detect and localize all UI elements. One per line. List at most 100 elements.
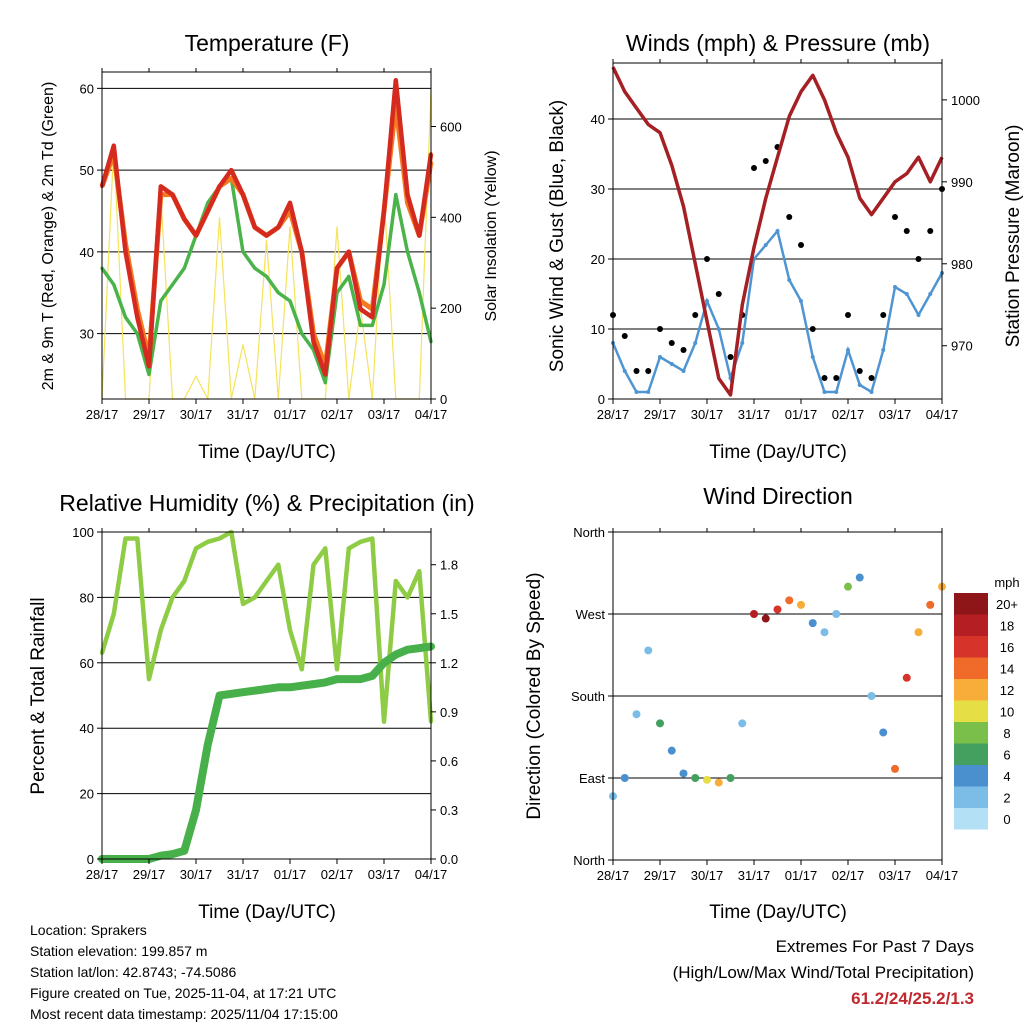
direction-point [820,628,829,637]
colorbar-label: 16 [1000,640,1014,655]
wind-gust-point [915,256,922,262]
humidity-title: Relative Humidity (%) & Precipitation (i… [59,490,474,516]
wind-gust-point [786,214,793,220]
dewpoint-point [323,381,327,385]
wind-gust-point [880,312,887,318]
temp-2m-point [182,217,186,221]
dewpoint-point [170,282,175,287]
wind-speed-point [681,369,686,373]
rainfall-point [216,692,223,699]
y-tick-label: West [576,607,606,622]
winds-x-label: Time (Day/UTC) [709,442,847,463]
y-tick-label: North [573,525,605,540]
direction-x-label: Time (Day/UTC) [709,902,847,923]
wind-gust-point [668,340,675,346]
x-tick-label: 03/17 [879,868,912,883]
x-tick-label: 04/17 [926,868,959,883]
info-recent: Most recent data timestamp: 2025/11/04 1… [30,1006,338,1022]
wind-speed-point [857,383,862,387]
y2-tick-label: 600 [440,120,462,135]
wind-gust-point [633,368,640,374]
humidity-plot-frame [101,531,432,860]
direction-point [656,719,664,728]
temp-2m-point [241,193,245,197]
humidity-point [358,539,363,544]
x-tick-label: 28/17 [597,868,630,883]
y-tick-label: 10 [591,322,605,337]
colorbar-label: 8 [1003,726,1010,741]
dewpoint-point [182,266,186,270]
y2-tick-label: 1.5 [440,607,458,622]
colorbar-label: 6 [1003,747,1010,762]
wind-gust-point [868,375,875,381]
extremes-box: Extremes For Past 7 Days (High/Low/Max W… [673,934,974,1012]
x-tick-label: 28/17 [86,407,119,422]
wind-gust-point [798,242,804,248]
temperature-y2-label: Solar Insolation (Yellow) [483,150,500,321]
rainfall-point [298,682,305,689]
x-tick-label: 28/17 [597,407,630,422]
y2-tick-label: 970 [951,339,973,354]
rainfall-point [369,672,376,679]
dewpoint-point [300,332,304,336]
rainfall-point [392,651,399,658]
humidity-point [382,719,386,724]
humidity-point [170,595,175,600]
wind-gust-point [856,368,863,374]
winds-y-label: Sonic Wind & Gust (Blue, Black) [547,100,568,372]
temp-2m-point [170,193,175,197]
rainfall-point [322,679,329,686]
x-tick-label: 01/17 [785,407,818,422]
x-tick-label: 03/17 [879,407,912,422]
direction-point [914,628,923,637]
humidity-point [323,546,328,551]
rainfall-point [345,676,352,683]
temp-2m-point [358,307,363,311]
rainfall-point [193,806,199,813]
extremes-title: Extremes For Past 7 Days [775,937,974,956]
colorbar-swatch [954,614,988,636]
temperature-x-label: Time (Day/UTC) [198,442,336,463]
direction-point [703,775,711,784]
direction-point [891,764,899,773]
y2-tick-label: 990 [951,175,973,190]
wind-gust-point [892,214,898,220]
rainfall-point [357,676,364,683]
wind-gust-point [927,228,934,234]
info-latlon: Station lat/lon: 42.8743; -74.5086 [30,964,237,980]
dewpoint-point [276,291,280,295]
wind-speed-point [846,348,850,352]
winds-title: Winds (mph) & Pressure (mb) [626,30,930,56]
humidity-point [205,539,210,544]
wind-speed-point [634,390,639,394]
direction-point [750,610,758,618]
dewpoint-point [394,193,398,197]
temperature-title: Temperature (F) [185,30,350,56]
temp-2m-point [206,209,210,213]
y-tick-label: North [573,853,605,868]
winds-plot-frame [612,62,943,400]
wind-speed-point [916,313,921,317]
wind-gust-point [751,165,757,171]
temp-2m-point [229,168,233,172]
wind-speed-point [622,369,627,373]
y2-tick-label: 980 [951,257,973,272]
rainfall-point [240,689,246,696]
x-tick-label: 29/17 [644,868,677,883]
dewpoint-point [112,282,116,287]
wind-speed-point [881,348,886,352]
humidity-point [147,677,151,682]
temp-2m-point [300,250,304,254]
info-location: Location: Sprakers [30,922,147,938]
wind-speed-point [716,327,721,331]
info-created: Figure created on Tue, 2025-11-04, at 17… [30,985,337,1001]
temp-2m-point [335,266,339,270]
x-tick-label: 31/17 [227,407,260,422]
colorbar-swatch [954,636,988,658]
temp-2m-line [99,77,434,377]
x-tick-label: 31/17 [227,867,260,882]
wind-speed-point [775,229,780,233]
direction-point [620,774,629,782]
humidity-point [393,579,398,584]
colorbar-label: 0 [1003,812,1010,827]
